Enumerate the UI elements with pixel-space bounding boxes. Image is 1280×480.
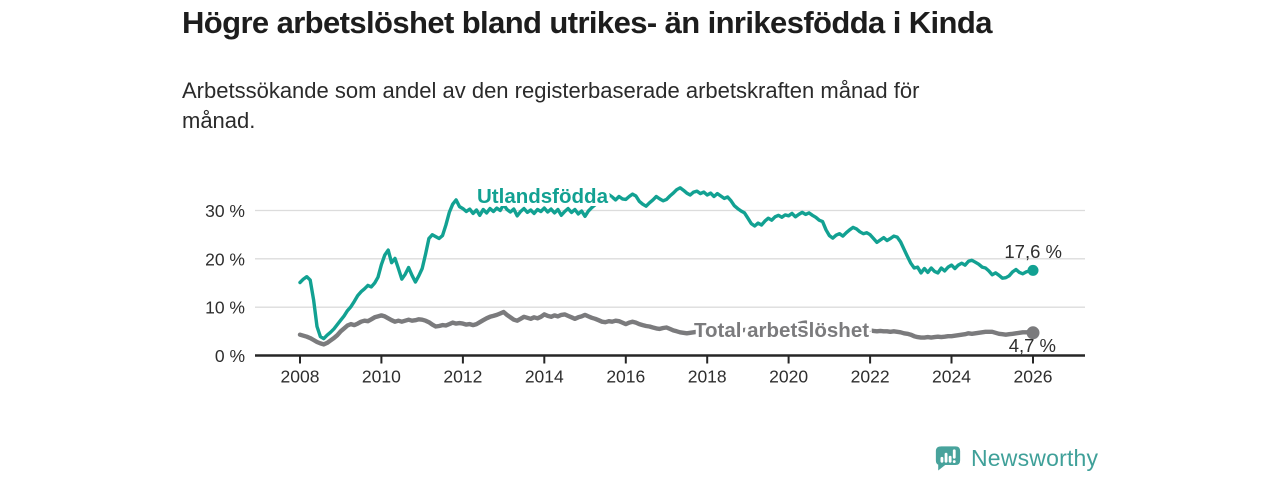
series-label: Utlandsfödda	[477, 185, 609, 208]
x-axis-tick-label: 2010	[362, 367, 401, 387]
series-label: Total arbetslöshet	[694, 319, 869, 342]
series-line-total	[297, 309, 1036, 347]
newsworthy-logo-icon	[935, 446, 961, 471]
series-end-value-label: 4,7 %	[1009, 335, 1056, 356]
x-axis-tick-label: 2022	[851, 367, 890, 387]
y-axis-tick-label: 30 %	[205, 201, 245, 221]
chart-subtitle-line1: Arbetssökande som andel av den registerb…	[182, 78, 920, 103]
x-axis-tick-label: 2012	[443, 367, 482, 387]
y-axis-tick-label: 0 %	[215, 346, 245, 366]
chart-subtitle: Arbetssökande som andel av den registerb…	[182, 76, 919, 136]
x-axis-tick-label: 2008	[281, 367, 320, 387]
x-axis-tick-label: 2020	[769, 367, 808, 387]
x-axis-tick-label: 2016	[606, 367, 645, 387]
brand: Newsworthy	[934, 444, 1098, 473]
brand-name: Newsworthy	[971, 445, 1099, 471]
x-axis-tick-label: 2024	[932, 367, 971, 387]
chart-subtitle-line2: månad.	[182, 108, 256, 133]
series-end-dot	[1026, 326, 1040, 340]
y-axis-tick-label: 10 %	[205, 298, 245, 318]
x-axis-tick-label: 2026	[1014, 367, 1053, 387]
series-line-utlandsfodda	[298, 186, 1035, 341]
x-axis-tick-label: 2018	[688, 367, 727, 387]
y-axis-tick-label: 20 %	[205, 249, 245, 269]
chart-title: Högre arbetslöshet bland utrikes- än inr…	[182, 5, 992, 40]
x-axis-tick-label: 2014	[525, 367, 564, 387]
series-end-value-label: 17,6 %	[1004, 241, 1062, 262]
series-end-dot	[1027, 264, 1039, 276]
